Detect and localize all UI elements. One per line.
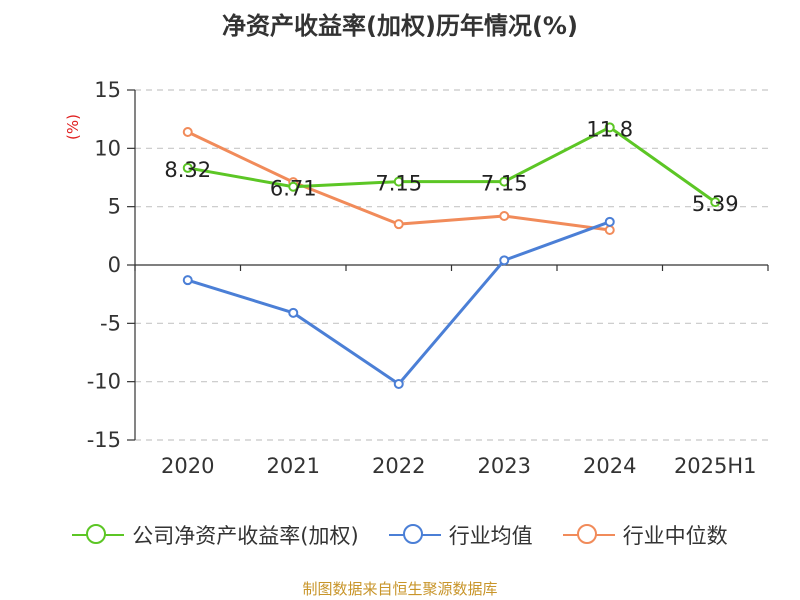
- data-point: [288, 181, 299, 192]
- y-tick-label: 5: [108, 195, 121, 219]
- y-tick-label: 10: [94, 136, 121, 160]
- legend-marker-icon: [388, 523, 441, 547]
- y-tick-label: 0: [108, 253, 121, 277]
- series-line: [187, 220, 611, 386]
- legend: 公司净资产收益率(加权) 行业均值 行业中位数: [0, 520, 800, 550]
- data-label: 7.15: [481, 172, 528, 196]
- data-point: [604, 122, 615, 133]
- data-point: [393, 379, 404, 389]
- x-tick-label: 2024: [583, 454, 636, 478]
- y-tick-label: -10: [87, 370, 121, 394]
- data-label: 8.32: [164, 158, 211, 182]
- legend-item[interactable]: 行业中位数: [562, 520, 728, 550]
- legend-label: 行业中位数: [622, 524, 728, 548]
- y-tick-label: -5: [100, 311, 121, 335]
- data-label: 7.15: [375, 172, 422, 196]
- x-tick-label: 2021: [267, 454, 320, 478]
- data-point: [604, 225, 615, 235]
- legend-item[interactable]: 行业均值: [388, 520, 533, 550]
- data-labels: 8.32 6.71 7.15 7.15 11.8 5.39: [164, 117, 738, 216]
- data-point: [288, 307, 299, 318]
- y-axis-label: (%): [64, 114, 82, 140]
- data-point: [182, 275, 193, 286]
- data-label: 11.8: [586, 117, 633, 141]
- data-label: 6.71: [270, 177, 317, 201]
- data-point: [710, 197, 721, 208]
- data-point: [393, 176, 404, 187]
- series-line: [187, 125, 717, 204]
- source-note: 制图数据来自恒生聚源数据库: [302, 580, 498, 598]
- data-point: [499, 176, 510, 187]
- legend-label: 行业均值: [448, 524, 533, 548]
- data-point: [499, 255, 510, 266]
- y-tick-labels: 15 10 5 0 -5 -10 -15: [87, 78, 121, 452]
- legend-marker-icon: [562, 523, 615, 547]
- x-tick-labels: 2020 2021 2022 2023 2024 2025H1: [161, 454, 757, 478]
- x-tick-label: 2025H1: [674, 454, 757, 478]
- y-tick-label: -15: [87, 428, 121, 452]
- x-tick-label: 2023: [478, 454, 531, 478]
- axes: [127, 89, 769, 441]
- data-label: 5.39: [692, 192, 739, 216]
- data-point: [393, 219, 404, 230]
- x-tick-label: 2020: [161, 454, 214, 478]
- chart-title: 净资产收益率(加权)历年情况(%): [222, 12, 578, 40]
- y-tick-label: 15: [94, 78, 121, 102]
- data-point: [604, 216, 615, 227]
- data-point: [182, 127, 193, 137]
- legend-item[interactable]: 公司净资产收益率(加权): [72, 520, 359, 550]
- x-tick-label: 2022: [372, 454, 425, 478]
- data-point: [499, 211, 510, 221]
- legend-marker-icon: [72, 523, 125, 547]
- series-lines: [182, 122, 721, 389]
- data-point: [182, 162, 193, 173]
- legend-label: 公司净资产收益率(加权): [132, 524, 359, 548]
